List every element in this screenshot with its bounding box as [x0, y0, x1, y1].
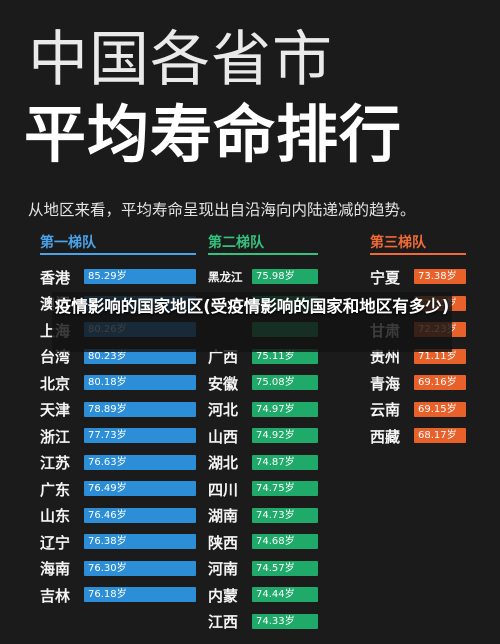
value-bar: 75.11岁 [252, 348, 318, 364]
overlay-caption: 疫情影响的国家地区(受疫情影响的国家和地区有多少) [54, 297, 450, 316]
province-label: 安徽 [208, 374, 239, 393]
chart-row: 山西 74.92岁 [208, 423, 318, 450]
value-bar: 74.97岁 [252, 401, 318, 417]
value-bar: 76.46岁 [84, 507, 196, 523]
value-bar: 85.29岁 [84, 269, 196, 284]
province-label: 内蒙 [208, 586, 239, 605]
province-label: 四川 [208, 480, 239, 499]
province-label: 贵州 [370, 348, 401, 367]
chart-row: 宁夏 73.38岁 [370, 264, 466, 291]
subtitle: 从地区来看，平均寿命呈现出自沿海向内陆递减的趋势。 [28, 201, 416, 219]
chart-row: 北京 80.18岁 [40, 370, 196, 397]
chart-row: 贵州 71.11岁 [370, 344, 466, 371]
chart-row: 吉林 76.18岁 [40, 582, 196, 609]
chart-row: 山东 76.46岁 [40, 503, 196, 530]
title-line-2: 平均寿命排行 [24, 98, 403, 171]
chart-row: 黑龙江 75.98岁 [208, 264, 318, 291]
province-label: 辽宁 [40, 533, 71, 552]
chart-row: 河北 74.97岁 [208, 397, 318, 424]
province-label: 台湾 [40, 348, 71, 367]
province-label: 陕西 [208, 533, 239, 552]
chart-row: 青海 69.16岁 [370, 370, 466, 397]
value-bar: 76.30岁 [84, 560, 196, 576]
value-bar: 74.73岁 [252, 507, 318, 523]
province-label: 江西 [208, 613, 239, 632]
province-label: 河南 [208, 560, 239, 579]
province-label: 黑龙江 [208, 270, 243, 285]
province-label: 青海 [370, 374, 401, 393]
province-label: 宁夏 [370, 268, 401, 287]
province-label: 江苏 [40, 454, 71, 473]
province-label: 云南 [370, 401, 401, 420]
province-label: 吉林 [40, 586, 71, 605]
province-label: 天津 [40, 401, 71, 420]
chart-row: 四川 74.75岁 [208, 476, 318, 503]
value-bar: 68.17岁 [414, 428, 466, 443]
chart-row: 广东 76.49岁 [40, 476, 196, 503]
province-label: 河北 [208, 401, 239, 420]
value-bar: 69.15岁 [414, 401, 466, 417]
value-bar: 76.49岁 [84, 481, 196, 496]
province-label: 海南 [40, 560, 71, 579]
province-label: 湖北 [208, 454, 239, 473]
value-bar: 69.16岁 [414, 375, 466, 390]
province-label: 广东 [40, 480, 71, 499]
value-bar: 75.98岁 [252, 269, 318, 284]
value-bar: 74.75岁 [252, 481, 318, 496]
chart-row: 天津 78.89岁 [40, 397, 196, 424]
value-bar: 75.08岁 [252, 375, 318, 390]
value-bar: 71.11岁 [414, 348, 466, 364]
value-bar: 74.44岁 [252, 587, 318, 602]
chart-row: 河南 74.57岁 [208, 556, 318, 583]
tier-header-1: 第一梯队 [40, 235, 96, 251]
value-bar: 73.38岁 [414, 269, 466, 284]
chart-row: 海南 76.30岁 [40, 556, 196, 583]
province-label: 北京 [40, 374, 71, 393]
chart-row: 湖南 74.73岁 [208, 503, 318, 530]
title-line-1: 中国各省市 [28, 25, 333, 95]
chart-row: 内蒙 74.44岁 [208, 582, 318, 609]
chart-row: 浙江 77.73岁 [40, 423, 196, 450]
value-bar: 76.38岁 [84, 534, 196, 549]
value-bar: 80.23岁 [84, 348, 196, 364]
value-bar: 80.18岁 [84, 375, 196, 390]
value-bar: 74.92岁 [252, 428, 318, 443]
province-label: 山东 [40, 507, 71, 526]
overlay-banner [52, 292, 452, 352]
province-label: 浙江 [40, 427, 71, 446]
value-bar: 76.63岁 [84, 454, 196, 470]
tier-divider-2 [208, 253, 318, 255]
value-bar: 78.89岁 [84, 401, 196, 417]
province-label: 湖南 [208, 507, 239, 526]
tier-header-3: 第三梯队 [370, 235, 426, 251]
value-bar: 74.33岁 [252, 613, 318, 629]
value-bar: 77.73岁 [84, 428, 196, 443]
chart-row: 江西 74.33岁 [208, 609, 318, 636]
province-label: 香港 [40, 268, 71, 287]
chart-row: 广西 75.11岁 [208, 344, 318, 371]
tier-divider-1 [40, 253, 196, 255]
value-bar: 74.87岁 [252, 454, 318, 470]
value-bar: 74.68岁 [252, 534, 318, 549]
value-bar: 76.18岁 [84, 587, 196, 602]
tier-header-2: 第二梯队 [208, 235, 264, 251]
province-label: 山西 [208, 427, 239, 446]
chart-row: 湖北 74.87岁 [208, 450, 318, 477]
chart-row: 台湾 80.23岁 [40, 344, 196, 371]
chart-row: 香港 85.29岁 [40, 264, 196, 291]
tier-divider-3 [370, 253, 466, 255]
chart-row: 辽宁 76.38岁 [40, 529, 196, 556]
province-label: 西藏 [370, 427, 401, 446]
chart-row: 陕西 74.68岁 [208, 529, 318, 556]
chart-row: 安徽 75.08岁 [208, 370, 318, 397]
chart-row: 西藏 68.17岁 [370, 423, 466, 450]
chart-row: 云南 69.15岁 [370, 397, 466, 424]
chart-row: 江苏 76.63岁 [40, 450, 196, 477]
value-bar: 74.57岁 [252, 560, 318, 576]
province-label: 广西 [208, 348, 239, 367]
